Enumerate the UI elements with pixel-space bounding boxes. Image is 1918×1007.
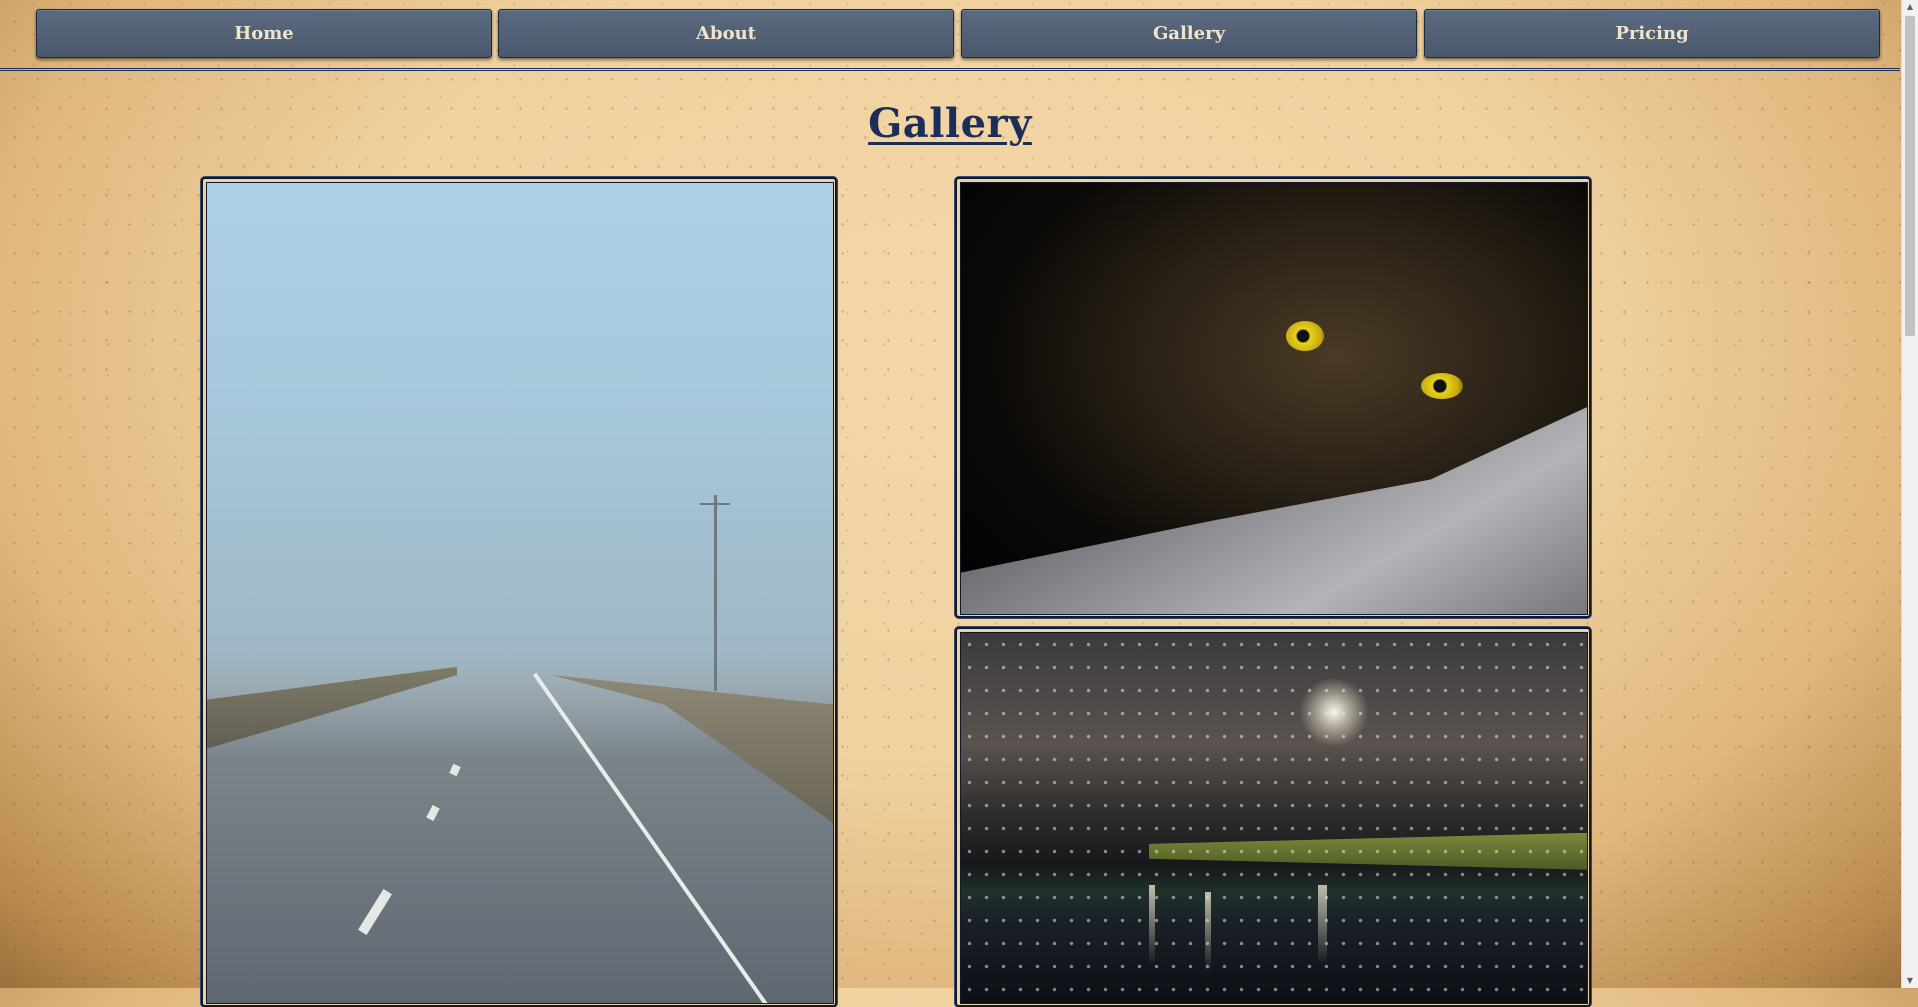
foggy-highway-photo xyxy=(206,182,834,1004)
nav-pricing-button[interactable]: Pricing xyxy=(1424,9,1880,58)
scrollbar-thumb[interactable] xyxy=(1905,16,1915,336)
vertical-scrollbar[interactable]: ▲ ▼ xyxy=(1901,0,1918,988)
top-navigation: Home About Gallery Pricing xyxy=(0,0,1900,71)
rainy-night-window-photo xyxy=(960,632,1588,1004)
scroll-up-icon[interactable]: ▲ xyxy=(1906,2,1914,11)
page-title: Gallery xyxy=(868,100,1032,147)
gallery-image-frame[interactable] xyxy=(955,627,1591,1007)
gallery-image-frame[interactable] xyxy=(955,177,1591,618)
nav-home-button[interactable]: Home xyxy=(36,9,492,58)
gallery-image-frame[interactable] xyxy=(201,177,837,1007)
scroll-down-icon[interactable]: ▼ xyxy=(1906,976,1914,985)
cat-eye xyxy=(1286,321,1324,351)
cat-eye xyxy=(1421,373,1463,399)
black-cat-photo xyxy=(960,182,1588,615)
nav-gallery-button[interactable]: Gallery xyxy=(961,9,1417,58)
nav-about-button[interactable]: About xyxy=(498,9,954,58)
